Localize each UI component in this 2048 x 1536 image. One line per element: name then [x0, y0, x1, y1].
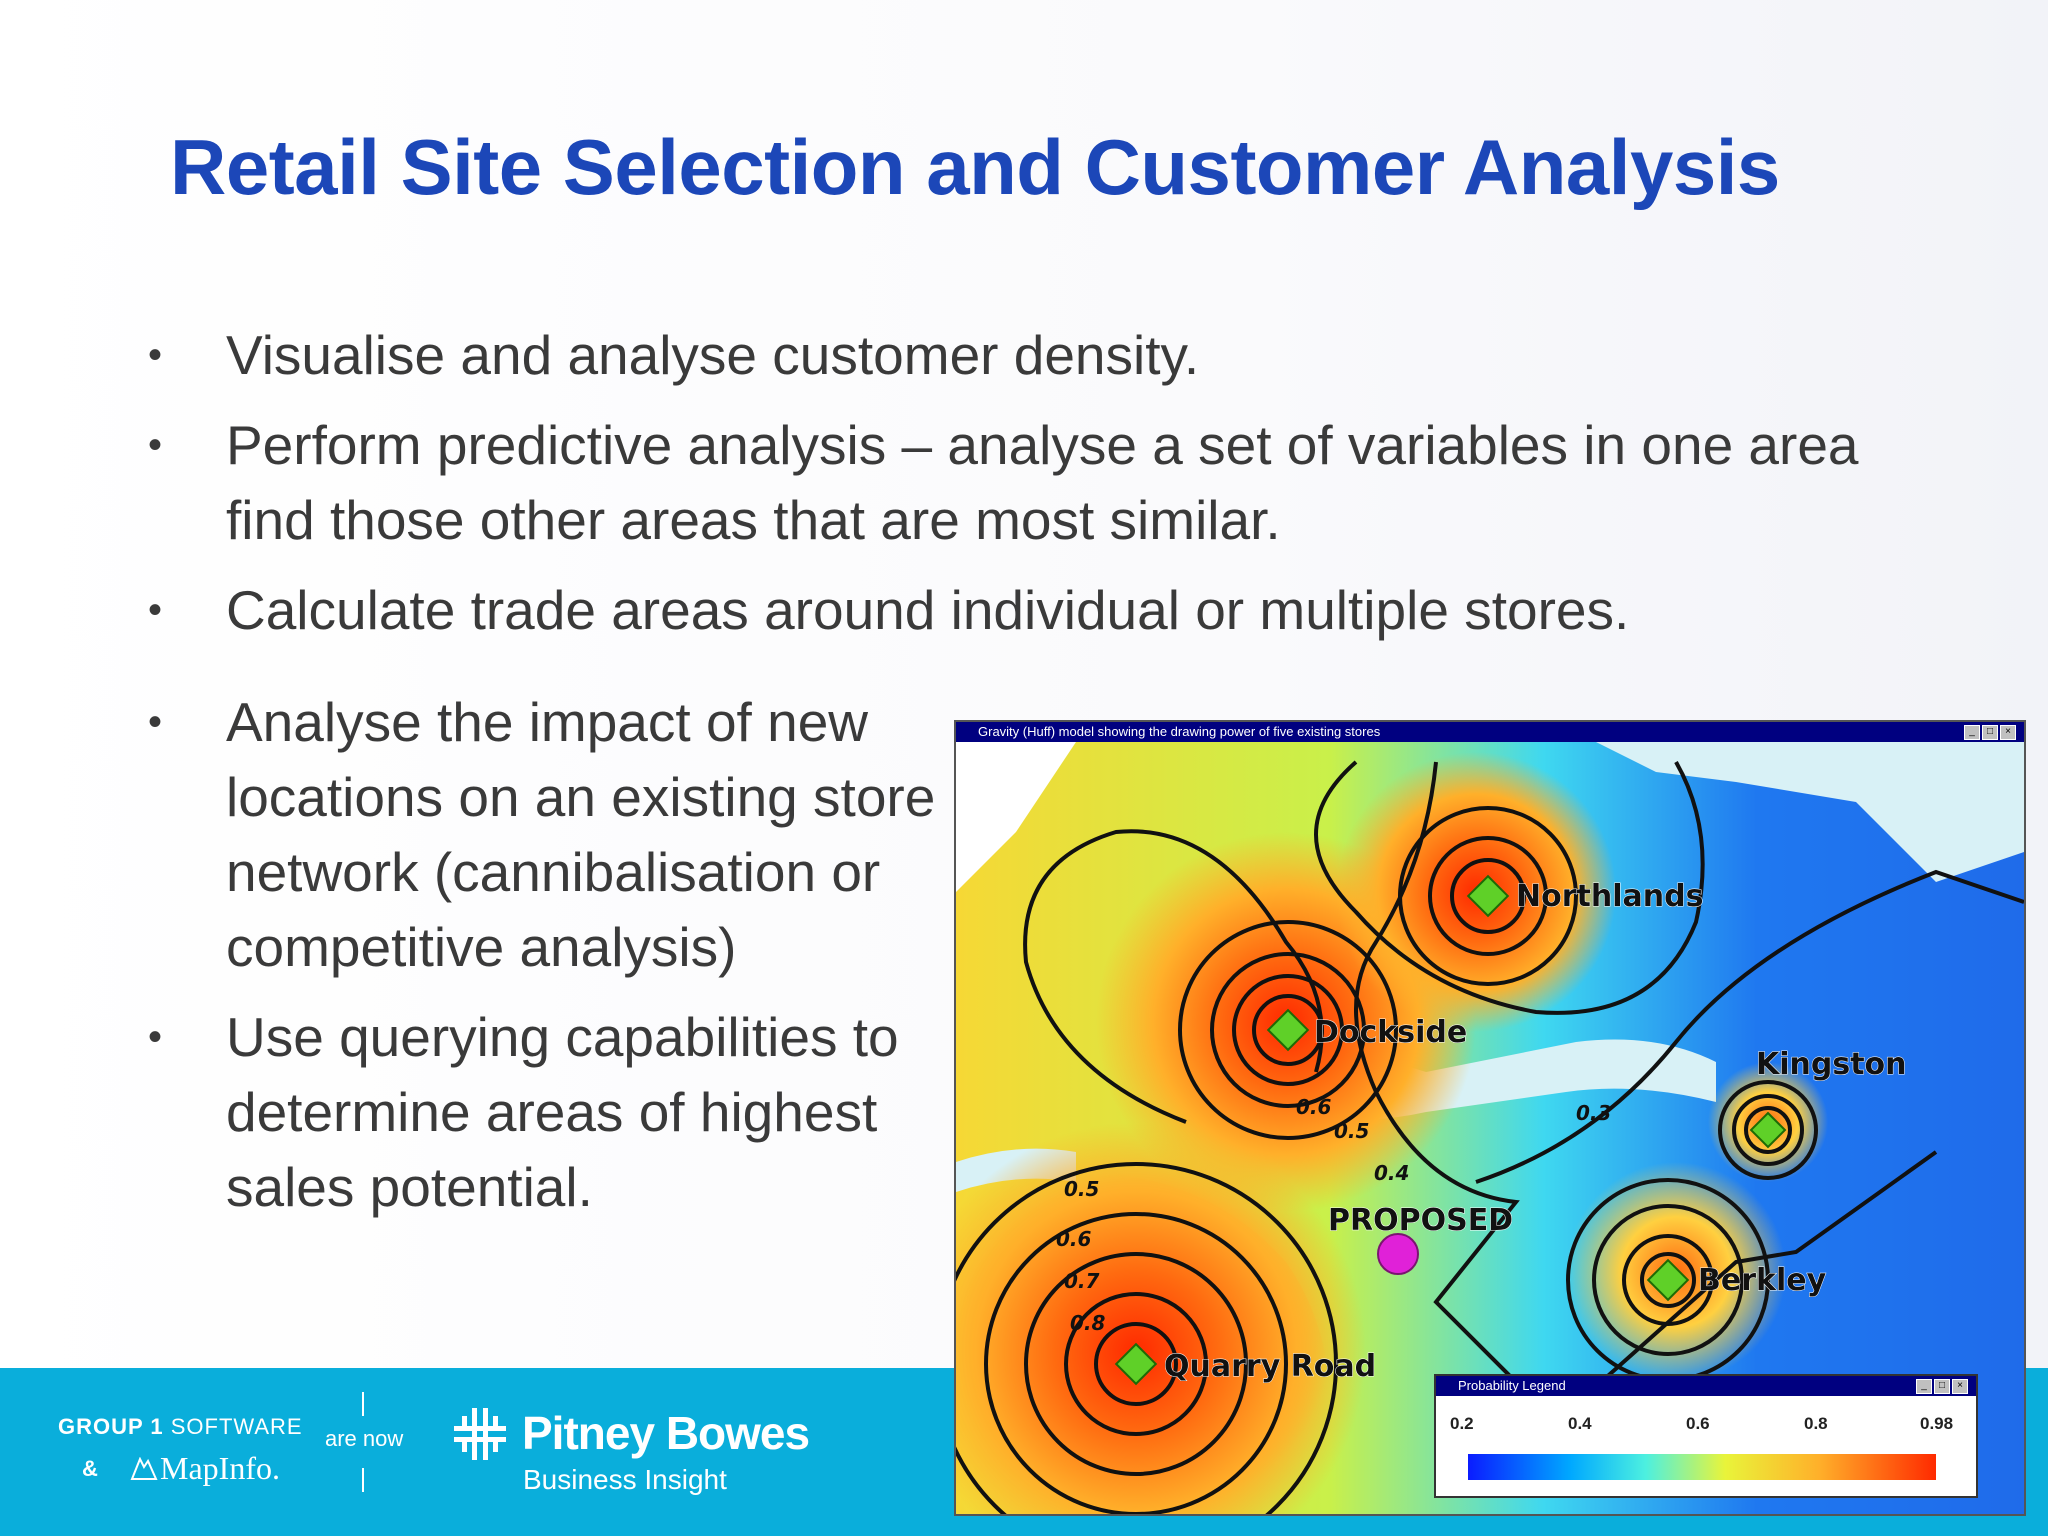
bullet-item: • Analyse the impact of new locations on … [148, 685, 938, 985]
store-marker-northlands[interactable] [1466, 874, 1510, 918]
contour-label: 0.3 [1576, 1101, 1611, 1125]
contour-label: 0.5 [1334, 1119, 1369, 1143]
proposed-site-marker[interactable] [1377, 1233, 1419, 1275]
legend-color-ramp [1468, 1454, 1936, 1480]
minimize-icon[interactable]: _ [1964, 725, 1980, 740]
are-now-text: are now [325, 1426, 404, 1451]
bullet-text: Calculate trade areas around individual … [226, 579, 1630, 641]
bullet-text: Analyse the impact of new locations on a… [226, 691, 936, 978]
mapinfo-icon [130, 1457, 158, 1480]
store-label: Berkley [1698, 1263, 1827, 1298]
contour-label: 0.8 [1070, 1311, 1106, 1335]
probability-legend-window: Probability Legend _ □ × 0.2 0.4 0.6 0.8… [1434, 1374, 1978, 1498]
store-label: Northlands [1516, 879, 1703, 914]
store-label: Dockside [1314, 1015, 1467, 1050]
business-insight-text: Business Insight [523, 1464, 727, 1495]
bullet-text: Visualise and analyse customer density. [226, 324, 1200, 386]
close-icon[interactable]: × [1952, 1379, 1968, 1394]
maximize-icon[interactable]: □ [1982, 725, 1998, 740]
bullet-dot-icon: • [148, 333, 163, 377]
store-label: Quarry Road [1164, 1349, 1376, 1384]
legend-tick: 0.98 [1920, 1414, 1954, 1433]
minimize-icon[interactable]: _ [1916, 1379, 1932, 1394]
map-edge-water [956, 742, 1076, 892]
proposed-label: PROPOSED [1328, 1203, 1513, 1238]
bullet-text: Perform predictive analysis – analyse a … [226, 414, 1859, 551]
bullet-dot-icon: • [148, 700, 163, 744]
water-body [956, 742, 2024, 882]
heat-zone [956, 1122, 1366, 1514]
store-markers [1114, 874, 1787, 1386]
contour-label: 0.6 [1296, 1095, 1332, 1119]
store-marker-dockside[interactable] [1266, 1008, 1310, 1052]
contour-value-labels: 0.6 0.5 0.4 0.3 0.5 0.6 0.7 0.8 [1056, 1095, 1611, 1335]
divider [362, 1468, 364, 1492]
contour-lines [956, 760, 2024, 1514]
store-label: Kingston [1756, 1047, 1907, 1082]
legend-tick: 0.6 [1686, 1414, 1710, 1433]
group1-software-logo: GROUP 1 SOFTWARE [58, 1414, 303, 1439]
store-marker-kingston[interactable] [1749, 1111, 1787, 1149]
bullet-dot-icon: • [148, 1015, 163, 1059]
bullet-dot-icon: • [148, 588, 163, 632]
store-marker-berkley[interactable] [1646, 1258, 1690, 1302]
bullet-item: • Perform predictive analysis – analyse a… [148, 408, 1948, 558]
contour-label: 0.6 [1056, 1227, 1092, 1251]
mapinfo-logo: MapInfo. [130, 1450, 280, 1487]
contour-label: 0.7 [1064, 1269, 1100, 1293]
bullet-list-top: • Visualise and analyse customer density.… [148, 318, 1948, 648]
ampersand: & [82, 1456, 98, 1481]
bullet-list-left: • Analyse the impact of new locations on … [148, 685, 938, 1240]
close-icon[interactable]: × [2000, 725, 2016, 740]
legend-tick: 0.8 [1804, 1414, 1828, 1433]
store-marker-quarry-road[interactable] [1114, 1342, 1158, 1386]
slide-title: Retail Site Selection and Customer Analy… [170, 123, 1780, 211]
bullet-item: • Use querying capabilities to determine … [148, 1000, 938, 1225]
bullet-text: Use querying capabilities to determine a… [226, 1006, 899, 1218]
divider [362, 1392, 364, 1416]
legend-tick: 0.4 [1568, 1414, 1592, 1433]
store-labels: Northlands Dockside Kingston Berkley Qua… [1164, 879, 1908, 1385]
contour-label: 0.5 [1064, 1177, 1099, 1201]
map-window-title: Gravity (Huff) model showing the drawing… [978, 724, 1381, 739]
legend-title: Probability Legend [1436, 1376, 1976, 1396]
maximize-icon[interactable]: □ [1934, 1379, 1950, 1394]
bullet-dot-icon: • [148, 423, 163, 467]
pitney-bowes-icon [454, 1408, 506, 1460]
bullet-item: • Visualise and analyse customer density. [148, 318, 1948, 393]
gravity-model-map-window: Gravity (Huff) model showing the drawing… [954, 720, 2026, 1516]
contour-label: 0.4 [1374, 1161, 1409, 1185]
bullet-item: • Calculate trade areas around individual… [148, 573, 1948, 648]
map-window-titlebar: Gravity (Huff) model showing the drawing… [956, 722, 2024, 742]
legend-tick: 0.2 [1450, 1414, 1474, 1433]
pitney-bowes-logo: Pitney Bowes [522, 1407, 810, 1459]
